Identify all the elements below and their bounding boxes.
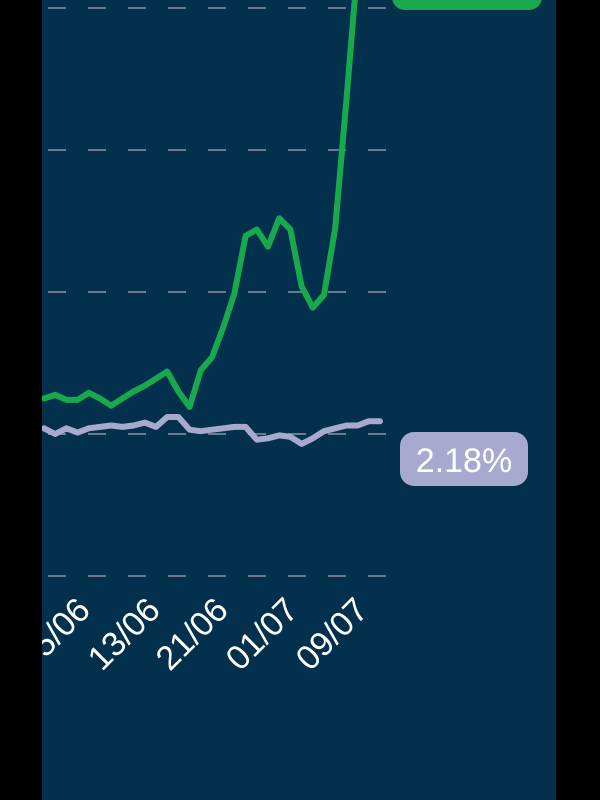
series-line-1 — [42, 414, 383, 447]
x-tick-label: 05/06 — [42, 591, 98, 678]
x-tick-label: 09/07 — [289, 591, 376, 678]
x-tick-label: 01/07 — [219, 591, 306, 678]
series-0-end-badge — [392, 0, 542, 10]
x-tick-label: 21/06 — [149, 591, 236, 678]
end-value-badges: 2.18% — [392, 0, 542, 486]
series-lines — [42, 0, 383, 447]
x-tick-label: 13/06 — [81, 591, 168, 678]
series-1-end-badge — [400, 432, 528, 486]
series-1-end-label: 2.18% — [416, 442, 512, 480]
series-line-0 — [42, 0, 358, 410]
chart-panel: 05/06 13/06 21/06 01/07 09/07 2.18% — [42, 0, 556, 800]
grid-lines — [48, 7, 388, 577]
